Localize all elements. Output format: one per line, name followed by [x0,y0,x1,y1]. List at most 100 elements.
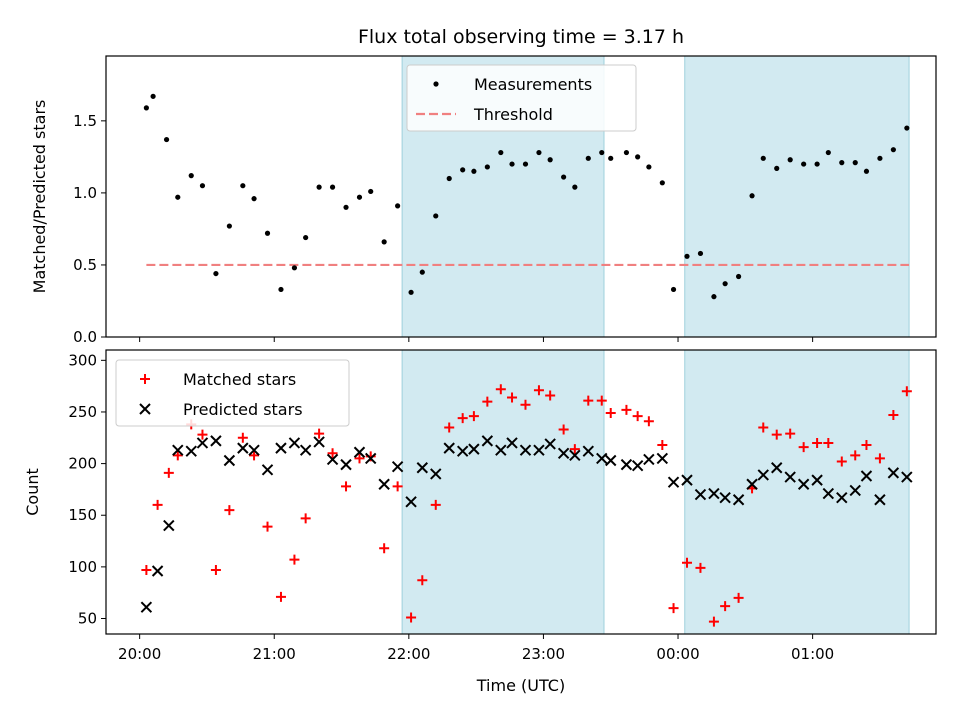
y-tick-label-4: 250 [68,403,97,421]
series-1-point-40 [643,453,655,466]
series-0-point-0 [143,105,149,111]
series-1-point-8 [237,442,249,454]
series-1-point-39 [631,459,644,472]
series-1-point-36 [596,452,608,465]
series-1-point-0 [140,601,153,613]
series-0-point-6 [213,270,219,277]
series-0-point-58 [874,453,885,464]
y-tick-label-3: 200 [68,455,97,473]
series-0-point-59 [890,147,896,153]
series-0-point-35 [583,395,594,406]
series-1-point-46 [719,491,731,504]
x-tick-label-1: 21:00 [253,645,296,663]
series-1-point-5 [196,437,209,449]
x-tick-label-3: 23:00 [522,645,565,663]
series-1-point-33 [557,447,570,459]
series-0-point-52 [801,161,807,167]
series-0-point-56 [850,450,861,461]
series-1-point-49 [757,469,769,481]
series-0-point-2 [163,136,170,143]
series-0-point-49 [758,422,769,433]
series-0-point-45 [711,294,717,300]
series-0-point-9 [249,450,260,461]
series-0-point-3 [172,450,183,461]
series-0-point-54 [823,437,834,448]
series-1-point-44 [694,488,707,501]
series-0-point-32 [547,157,553,163]
series-0-point-9 [251,196,257,202]
series-0-point-39 [635,154,641,160]
series-0-point-30 [520,399,531,410]
series-1-point-20 [391,460,404,473]
series-0-point-33 [561,174,567,180]
series-1-point-37 [605,454,617,467]
series-1-point-34 [569,449,581,462]
series-0-point-19 [381,239,387,245]
series-0-point-53 [814,161,820,167]
series-0-point-1 [152,499,163,510]
series-0-point-7 [224,505,235,516]
series-0-point-12 [289,554,300,565]
shaded-interval-1 [684,349,910,635]
series-0-point-40 [646,164,652,170]
series-0-point-47 [733,592,744,603]
series-0-point-7 [226,223,232,229]
series-0-point-0 [141,564,152,575]
series-0-point-38 [623,149,630,156]
series-0-point-54 [825,149,831,156]
series-0-point-42 [670,286,677,293]
series-0-point-42 [668,603,679,614]
axes-frame [105,55,937,338]
series-0-point-43 [684,253,690,259]
series-0-point-44 [697,250,704,257]
series-0-point-34 [572,184,578,190]
legend-box [406,64,637,132]
series-0-point-21 [408,289,414,295]
series-1-point-11 [275,442,287,454]
series-1-point-14 [313,436,325,448]
series-0-point-25 [460,167,466,173]
series-0-point-36 [596,395,607,406]
y-tick-label-5: 300 [68,351,97,369]
series-1-point-22 [416,462,429,474]
series-0-point-51 [787,157,793,163]
series-0-point-11 [278,286,284,293]
series-1-point-2 [163,519,175,532]
series-0-point-10 [264,230,271,236]
y-axis-label: Matched/Predicted stars [30,100,49,294]
series-0-point-13 [303,234,309,241]
series-0-point-32 [545,390,556,401]
series-1-point-9 [248,444,260,456]
series-0-point-11 [275,591,286,602]
series-0-point-24 [446,175,452,182]
series-1-point-51 [784,471,796,483]
series-1-point-55 [836,491,848,504]
series-0-point-24 [444,422,455,433]
series-0-point-57 [863,168,870,174]
series-0-point-57 [861,440,872,451]
legend: Measurements Threshold [406,64,637,132]
series-1-point-35 [582,445,595,457]
series-0-point-4 [188,173,194,179]
series-0-point-37 [608,155,614,161]
series-1-point-43 [681,474,693,486]
x-axis-label: Time (UTC) [476,676,565,695]
series-0-point-52 [798,442,809,453]
series-0-point-60 [901,386,912,397]
series-0-point-20 [392,481,403,492]
series-1-point-58 [874,494,886,506]
x-tick-label-5: 01:00 [791,645,834,663]
series-1-point-42 [667,476,680,488]
bottom-panel: 50 100 150 200 250 300 20:00 21:00 22:00 23:00 00:… [23,349,937,663]
y-tick-label-0: 0.0 [73,328,97,346]
series-0-point-59 [888,410,899,421]
series-0-point-5 [199,183,206,189]
series-0-point-38 [621,404,632,415]
series-0-point-45 [708,616,719,627]
shaded-interval-1 [684,55,910,338]
series-0-point-27 [484,164,490,170]
series-1-point-27 [481,435,494,447]
series-0-point-34 [569,444,580,455]
series-1-point-17 [353,446,366,458]
series-0-point-37 [605,407,616,418]
